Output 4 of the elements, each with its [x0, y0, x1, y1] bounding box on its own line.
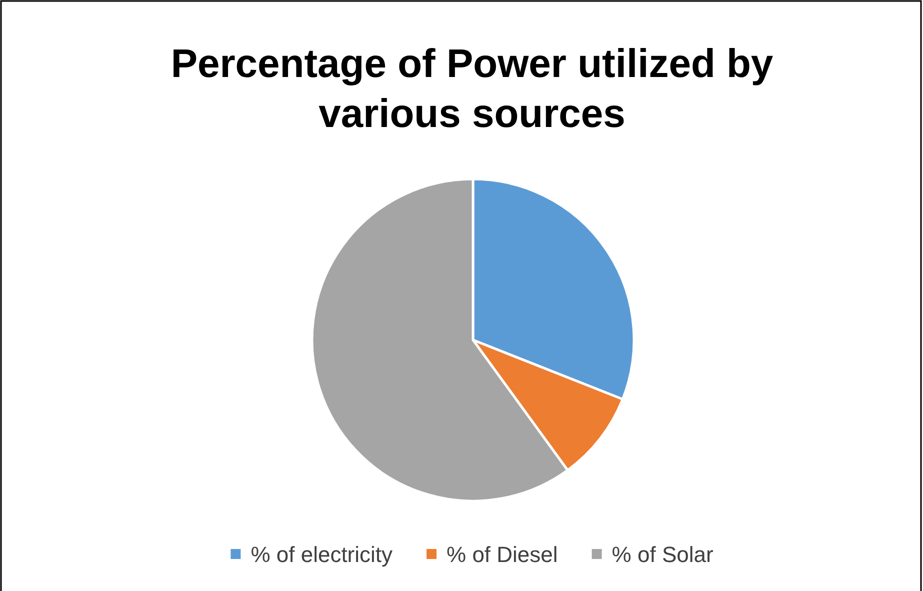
legend-label: % of Solar	[612, 542, 714, 567]
chart-title: Percentage of Power utilized by various sources	[170, 42, 774, 136]
legend-label: % of electricity	[250, 542, 393, 567]
legend-label: % of Diesel	[446, 542, 558, 567]
